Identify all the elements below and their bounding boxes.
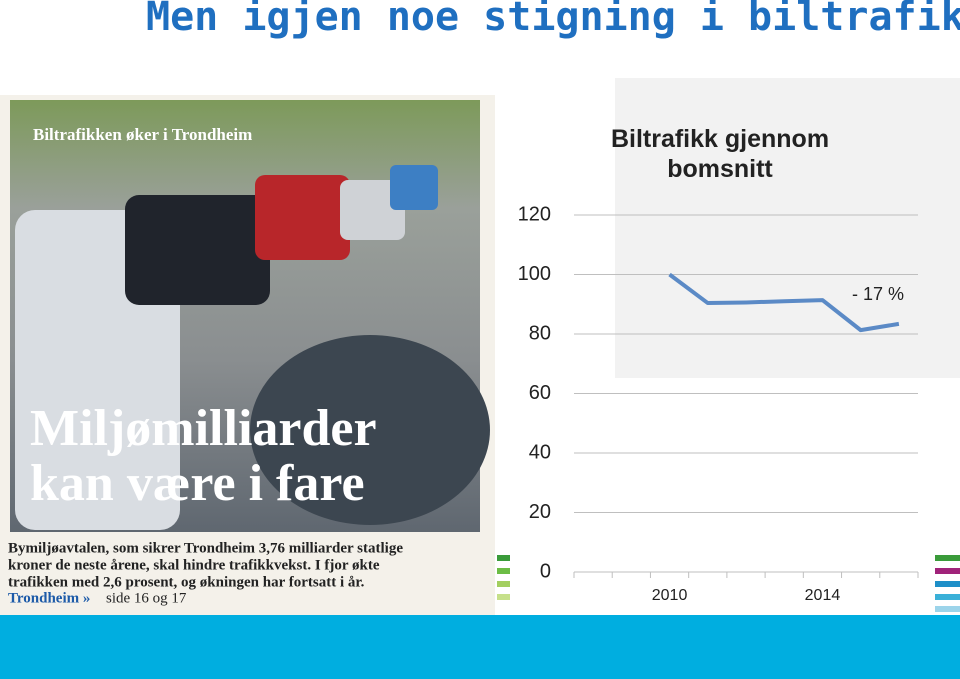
- clipping-body: trafikken med 2,6 prosent, og økningen h…: [8, 574, 365, 590]
- stripe: [935, 606, 960, 612]
- y-tick-label: 120: [518, 203, 551, 225]
- y-tick-label: 100: [518, 263, 551, 285]
- photo-car: [250, 335, 490, 525]
- stripe: [497, 594, 510, 600]
- stripe: [497, 568, 510, 574]
- photo-car: [125, 195, 270, 305]
- backdrop: [615, 78, 960, 378]
- clipping-body: kroner de neste årene, skal hindre trafi…: [8, 557, 380, 573]
- clipping-ref: Trondheim »: [8, 590, 90, 606]
- y-tick-label: 40: [529, 441, 551, 463]
- x-tick-label: 2014: [805, 587, 841, 604]
- y-tick-label: 20: [529, 501, 551, 523]
- photo-car: [340, 180, 405, 240]
- stripe: [497, 581, 510, 587]
- y-tick-label: 0: [540, 560, 551, 582]
- photo-car: [390, 165, 438, 210]
- clipping-headline: Miljømilliarder: [30, 400, 377, 457]
- stripe: [935, 568, 960, 574]
- slide-title: Men igjen noe stigning i biltrafikk: [146, 0, 960, 40]
- clipping-kicker: Biltrafikken øker i Trondheim: [33, 125, 252, 144]
- data-line: [668, 272, 900, 333]
- footer-band: [0, 615, 960, 679]
- clipping-ref: side 16 og 17: [106, 590, 187, 606]
- stripe: [935, 581, 960, 587]
- chart-title: Biltrafikk gjennom bomsnitt: [610, 125, 830, 183]
- photo-car: [255, 175, 350, 260]
- y-tick-label: 60: [529, 382, 551, 404]
- stripe: [935, 594, 960, 600]
- stripe: [935, 555, 960, 561]
- clipping-headline: kan være i fare: [30, 455, 365, 512]
- y-tick-label: 80: [529, 322, 551, 344]
- x-tick-label: 2010: [652, 587, 688, 604]
- clipping-body: Bymiljøavtalen, som sikrer Trondheim 3,7…: [8, 540, 403, 556]
- stripe: [497, 555, 510, 561]
- chart: 0 20 40 60 80 100 120 2010 2014 - 17 %: [518, 203, 919, 604]
- annotation: - 17 %: [852, 284, 904, 304]
